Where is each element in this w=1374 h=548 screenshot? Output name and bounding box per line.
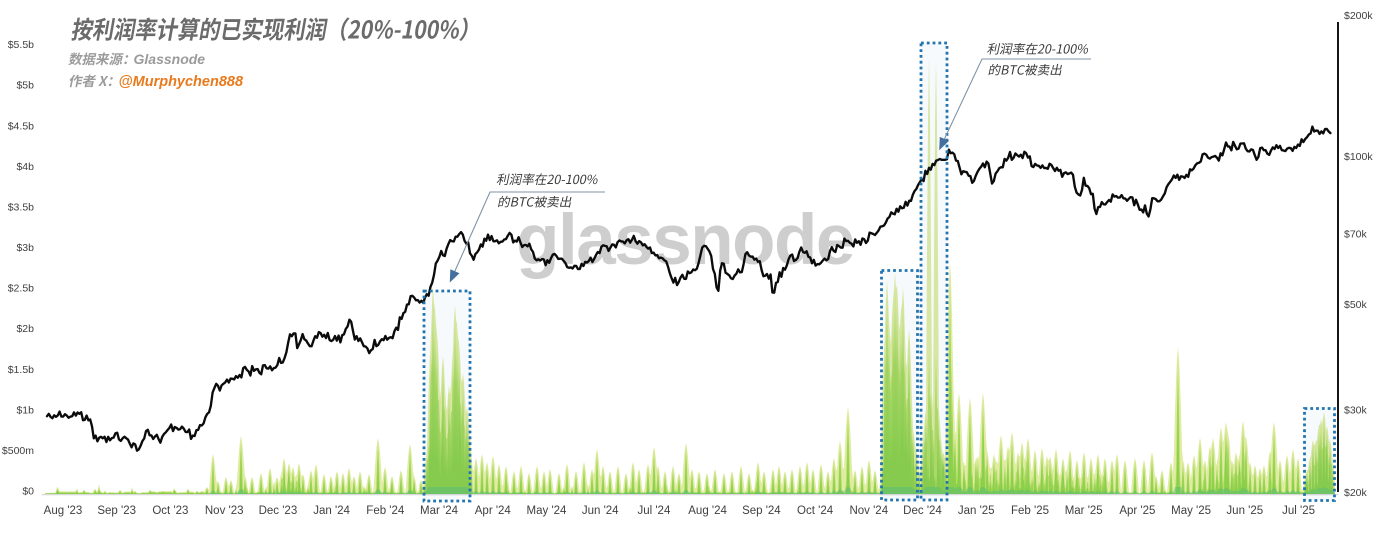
svg-text:May '25: May '25 [1171, 505, 1211, 517]
svg-text:Dec '24: Dec '24 [903, 505, 942, 517]
svg-text:$4b: $4b [16, 161, 34, 173]
svg-text:$70k: $70k [1344, 228, 1368, 240]
svg-text:$5b: $5b [16, 80, 34, 92]
svg-text:Sep '23: Sep '23 [97, 505, 136, 517]
svg-text:$200k: $200k [1344, 10, 1373, 22]
svg-text:$500m: $500m [2, 445, 34, 457]
svg-text:Apr '25: Apr '25 [1119, 505, 1155, 517]
svg-text:$5.5b: $5.5b [8, 39, 34, 51]
svg-text:Feb '24: Feb '24 [366, 505, 405, 517]
svg-text:Mar '25: Mar '25 [1065, 505, 1103, 517]
svg-text:Glassnode: Glassnode [134, 51, 206, 67]
svg-text:Jul '24: Jul '24 [637, 505, 670, 517]
svg-text:$2.5b: $2.5b [8, 283, 34, 295]
svg-text:$3b: $3b [16, 242, 34, 254]
svg-text:Feb '25: Feb '25 [1011, 505, 1049, 517]
svg-text:Oct '24: Oct '24 [797, 505, 834, 517]
svg-text:May '24: May '24 [527, 505, 568, 517]
svg-text:Aug '24: Aug '24 [688, 505, 727, 517]
svg-text:$1b: $1b [16, 404, 34, 416]
svg-text:Oct '23: Oct '23 [152, 505, 188, 517]
svg-text:$3.5b: $3.5b [8, 202, 34, 214]
svg-text:Jan '24: Jan '24 [313, 505, 350, 517]
svg-text:$50k: $50k [1344, 299, 1368, 311]
svg-text:Apr '24: Apr '24 [475, 505, 512, 517]
svg-text:Sep '24: Sep '24 [742, 505, 781, 517]
svg-text:$1.5b: $1.5b [8, 364, 34, 376]
svg-text:Jun '24: Jun '24 [582, 505, 619, 517]
svg-text:$20k: $20k [1344, 487, 1368, 499]
svg-text:Jan '25: Jan '25 [958, 505, 995, 517]
svg-text:Nov '24: Nov '24 [849, 505, 888, 517]
svg-text:Aug '23: Aug '23 [44, 505, 83, 517]
svg-text:$30k: $30k [1344, 404, 1368, 416]
svg-text:$2b: $2b [16, 323, 34, 335]
svg-text:Dec '23: Dec '23 [259, 505, 298, 517]
svg-text:@Murphychen888: @Murphychen888 [119, 74, 244, 90]
svg-text:$0: $0 [22, 486, 34, 498]
svg-text:Mar '24: Mar '24 [420, 505, 459, 517]
svg-text:Jun '25: Jun '25 [1226, 505, 1263, 517]
svg-text:$4.5b: $4.5b [8, 120, 34, 132]
svg-text:Jul '25: Jul '25 [1282, 505, 1315, 517]
svg-text:$100k: $100k [1344, 151, 1373, 163]
svg-text:Nov '23: Nov '23 [205, 505, 244, 517]
